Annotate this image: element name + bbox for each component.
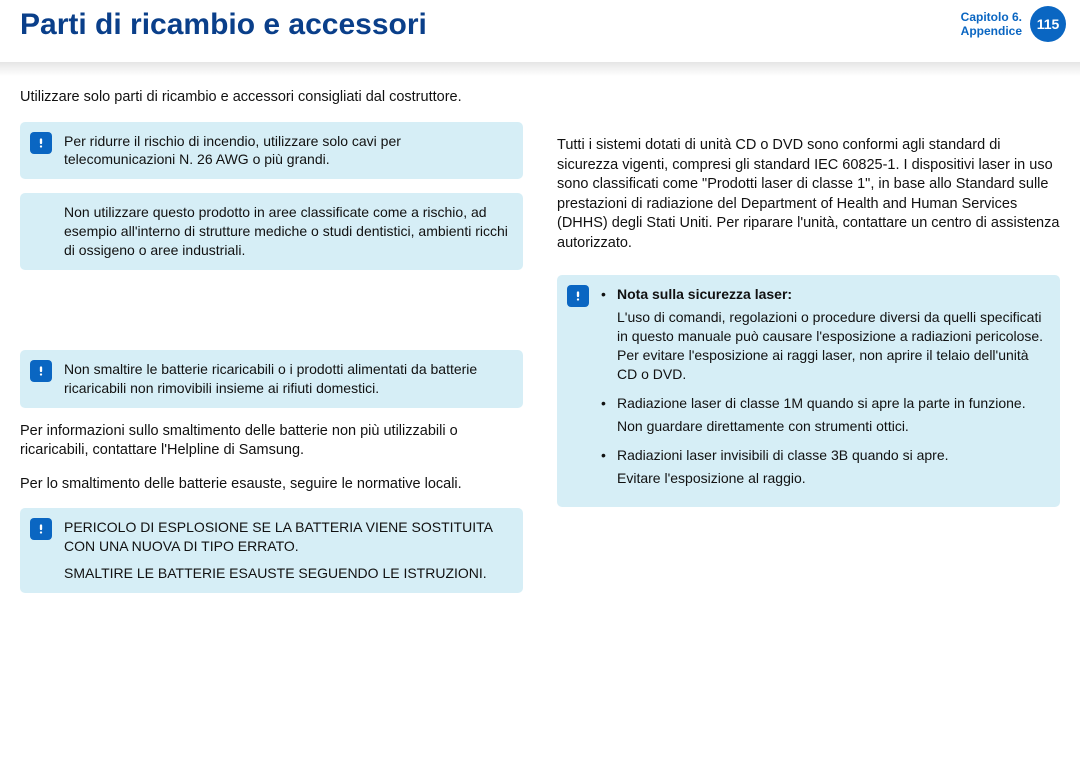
- laser-title: Nota sulla sicurezza laser:: [617, 286, 792, 302]
- chapter-block: Capitolo 6. Appendice 115: [961, 6, 1066, 42]
- spacer: [20, 284, 523, 350]
- laser-bullet-2: Radiazione laser di classe 1M quando si …: [601, 394, 1046, 436]
- page-header: Parti di ricambio e accessori Capitolo 6…: [0, 0, 1080, 62]
- page-number: 115: [1037, 16, 1060, 32]
- page-number-badge: 115: [1030, 6, 1066, 42]
- paragraph-disposal: Per lo smaltimento delle batterie esaust…: [20, 475, 523, 495]
- page-title: Parti di ricambio e accessori: [20, 8, 1060, 42]
- warning-note-areas: Non utilizzare questo prodotto in aree c…: [20, 193, 523, 270]
- paragraph-cd-dvd: Tutti i sistemi dotati di unità CD o DVD…: [557, 136, 1060, 253]
- chapter-text: Capitolo 6. Appendice: [961, 10, 1022, 39]
- note-line1: PERICOLO DI ESPLOSIONE SE LA BATTERIA VI…: [64, 518, 509, 556]
- warning-note-cables: Per ridurre il rischio di incendio, util…: [20, 122, 523, 180]
- note-line2: SMALTIRE LE BATTERIE ESAUSTE SEGUENDO LE…: [64, 564, 509, 583]
- laser-b1: L'uso di comandi, regolazioni o procedur…: [617, 308, 1046, 384]
- warning-icon: [30, 132, 52, 154]
- header-shadow: [0, 62, 1080, 76]
- laser-bullet-3: Radiazioni laser invisibili di classe 3B…: [601, 446, 1046, 488]
- laser-b3: Radiazioni laser invisibili di classe 3B…: [617, 447, 949, 463]
- paragraph-helpline: Per informazioni sullo smaltimento delle…: [20, 422, 523, 461]
- warning-icon: [30, 360, 52, 382]
- laser-b3-sub: Evitare l'esposizione al raggio.: [617, 469, 1046, 488]
- note-text: Per ridurre il rischio di incendio, util…: [64, 133, 401, 168]
- left-column: Utilizzare solo parti di ricambio e acce…: [20, 88, 523, 607]
- chapter-line1: Capitolo 6.: [961, 10, 1022, 24]
- warning-note-explosion: PERICOLO DI ESPLOSIONE SE LA BATTERIA VI…: [20, 508, 523, 593]
- warning-note-batteries: Non smaltire le batterie ricaricabili o …: [20, 350, 523, 408]
- laser-b2: Radiazione laser di classe 1M quando si …: [617, 395, 1026, 411]
- laser-bullet-list: Nota sulla sicurezza laser: L'uso di com…: [601, 285, 1046, 487]
- warning-icon: [30, 518, 52, 540]
- note-text: Non utilizzare questo prodotto in aree c…: [64, 204, 508, 258]
- content-area: Utilizzare solo parti di ricambio e acce…: [0, 76, 1080, 607]
- right-column: Tutti i sistemi dotati di unità CD o DVD…: [557, 88, 1060, 607]
- laser-bullet-title: Nota sulla sicurezza laser: L'uso di com…: [601, 285, 1046, 383]
- chapter-line2: Appendice: [961, 24, 1022, 38]
- warning-note-laser: Nota sulla sicurezza laser: L'uso di com…: [557, 275, 1060, 507]
- warning-icon: [567, 285, 589, 307]
- intro-paragraph: Utilizzare solo parti di ricambio e acce…: [20, 88, 523, 108]
- spacer: [557, 88, 1060, 136]
- note-text: Non smaltire le batterie ricaricabili o …: [64, 361, 477, 396]
- laser-b2-sub: Non guardare direttamente con strumenti …: [617, 417, 1046, 436]
